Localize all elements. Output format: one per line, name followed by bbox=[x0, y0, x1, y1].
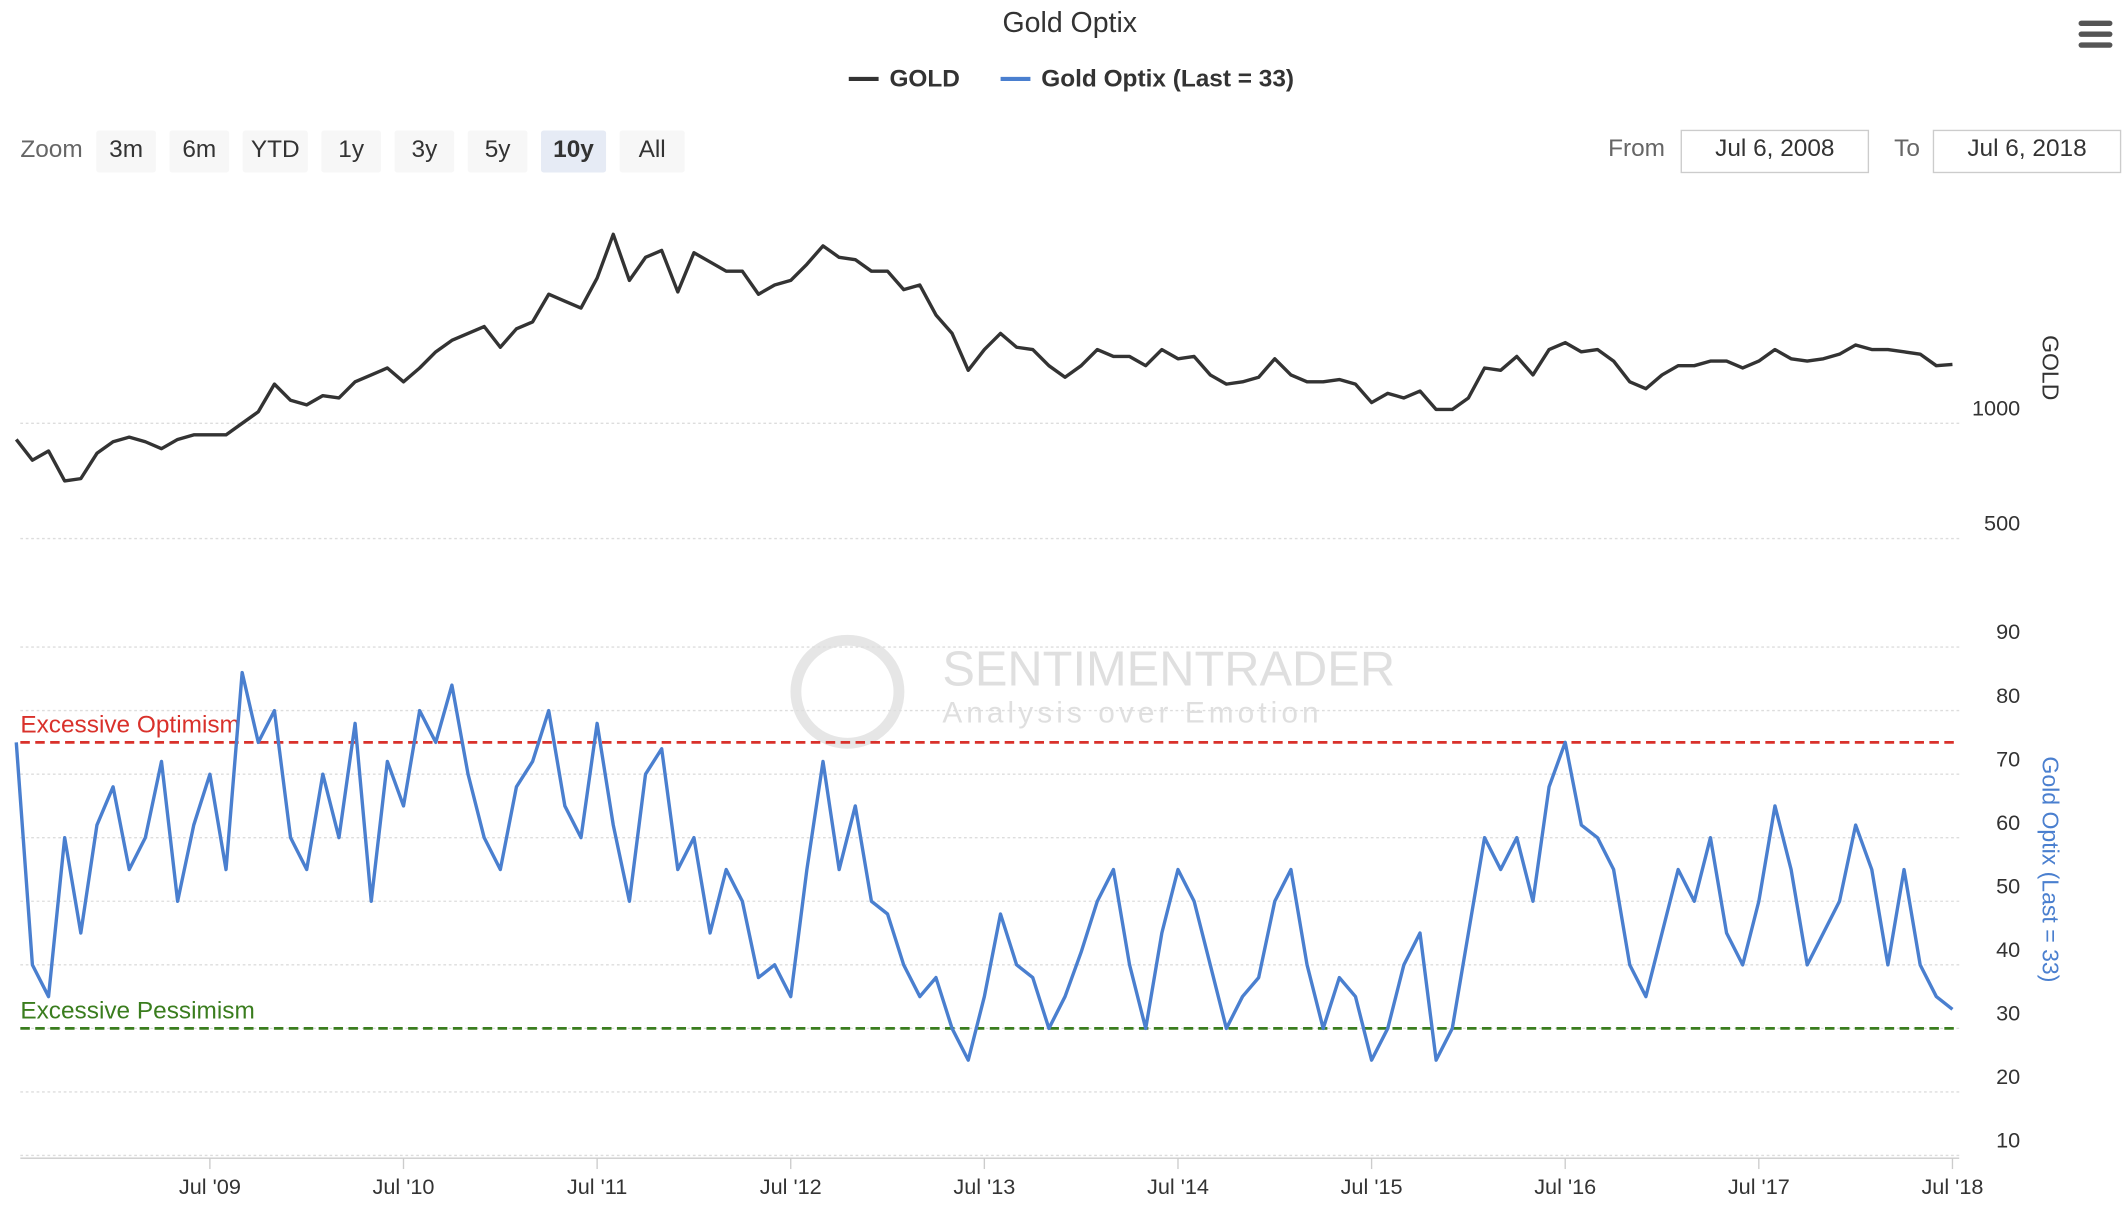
legend-label: GOLD bbox=[889, 66, 959, 93]
y-tick-label: 70 bbox=[1996, 746, 2020, 771]
from-label: From bbox=[1608, 135, 1665, 162]
from-input[interactable] bbox=[1680, 129, 1870, 174]
data-line bbox=[14, 670, 1954, 1062]
zoom-button-label: 3m bbox=[109, 136, 143, 163]
zoom-button-bg bbox=[96, 130, 156, 173]
reference-label: Excessive Pessimism bbox=[20, 998, 254, 1025]
x-tick-label: Jul '11 bbox=[567, 1174, 627, 1199]
zoom-button-label: 3y bbox=[412, 136, 439, 163]
x-tick-label: Jul '17 bbox=[1728, 1174, 1790, 1199]
menu-bar bbox=[2078, 20, 2113, 27]
watermark-logo bbox=[790, 634, 905, 749]
chart-title: Gold Optix bbox=[1003, 7, 1137, 39]
x-tick-label: Jul '12 bbox=[760, 1174, 822, 1199]
zoom-button-bg bbox=[394, 130, 455, 173]
y-tick-label: 1000 bbox=[1972, 395, 2020, 420]
y-axis-label: Gold Optix (Last = 33) bbox=[2038, 756, 2064, 982]
zoom-button[interactable]: 5y bbox=[467, 130, 528, 173]
zoom-button[interactable]: All bbox=[619, 130, 685, 173]
x-tick-label: Jul '14 bbox=[1147, 1174, 1209, 1199]
x-tick-label: Jul '10 bbox=[372, 1174, 434, 1199]
legend-label: Gold Optix (Last = 33) bbox=[1041, 66, 1294, 93]
watermark-name: SENTIMENTRADER bbox=[942, 643, 1395, 697]
menu-bar bbox=[2078, 42, 2113, 48]
watermark: SENTIMENTRADER Analysis over Emotion bbox=[790, 634, 1395, 749]
y-tick-label: 20 bbox=[1996, 1064, 2020, 1089]
menu-button[interactable] bbox=[2078, 20, 2113, 48]
x-tick-label: Jul '16 bbox=[1534, 1174, 1596, 1199]
to-label: To bbox=[1894, 135, 1920, 162]
zoom-button-bg bbox=[242, 130, 308, 173]
y-tick-label: 60 bbox=[1996, 810, 2020, 835]
zoom-button[interactable]: 6m bbox=[169, 130, 230, 173]
x-tick-label: Jul '18 bbox=[1921, 1174, 1983, 1199]
y-tick-label: 10 bbox=[1996, 1128, 2020, 1153]
to-date: Jul 6, 2018 bbox=[1967, 135, 2086, 162]
y-tick-label: 30 bbox=[1996, 1001, 2020, 1026]
zoom-button-bg bbox=[540, 130, 607, 173]
zoom-label: Zoom bbox=[20, 136, 82, 163]
x-tick-label: Jul '09 bbox=[179, 1174, 241, 1199]
y-tick-label: 500 bbox=[1984, 511, 2020, 536]
zoom-button-label: All bbox=[639, 136, 666, 163]
zoom-button-label: 1y bbox=[338, 136, 365, 163]
y-tick-label: 40 bbox=[1996, 937, 2020, 962]
menu-bar bbox=[2078, 31, 2113, 37]
y-tick-label: 50 bbox=[1996, 873, 2020, 898]
zoom-button-label: 5y bbox=[485, 136, 512, 163]
zoom-button[interactable]: YTD bbox=[242, 130, 308, 173]
watermark-tagline: Analysis over Emotion bbox=[942, 697, 1322, 730]
zoom-button[interactable]: 10y bbox=[540, 130, 607, 173]
x-tick-label: Jul '13 bbox=[953, 1174, 1015, 1199]
reference-label: Excessive Optimism bbox=[20, 712, 240, 739]
y-axis-label: GOLD bbox=[2038, 335, 2064, 400]
zoom-button-bg bbox=[467, 130, 528, 173]
data-line bbox=[14, 232, 1953, 483]
zoom-button-bg bbox=[321, 130, 381, 173]
zoom-button-label: 10y bbox=[553, 136, 594, 163]
zoom-button-label: 6m bbox=[182, 136, 216, 163]
zoom-button-bg bbox=[169, 130, 230, 173]
y-tick-label: 80 bbox=[1996, 683, 2020, 708]
zoom-button-bg bbox=[619, 130, 685, 173]
x-tick-label: Jul '15 bbox=[1341, 1174, 1403, 1199]
zoom-button-label: YTD bbox=[251, 136, 300, 163]
to-input[interactable] bbox=[1932, 129, 2122, 174]
zoom-button[interactable]: 3y bbox=[394, 130, 455, 173]
y-tick-label: 90 bbox=[1996, 619, 2020, 644]
zoom-button[interactable]: 1y bbox=[321, 130, 381, 173]
zoom-button[interactable]: 3m bbox=[96, 130, 156, 173]
from-date: Jul 6, 2008 bbox=[1715, 135, 1834, 162]
